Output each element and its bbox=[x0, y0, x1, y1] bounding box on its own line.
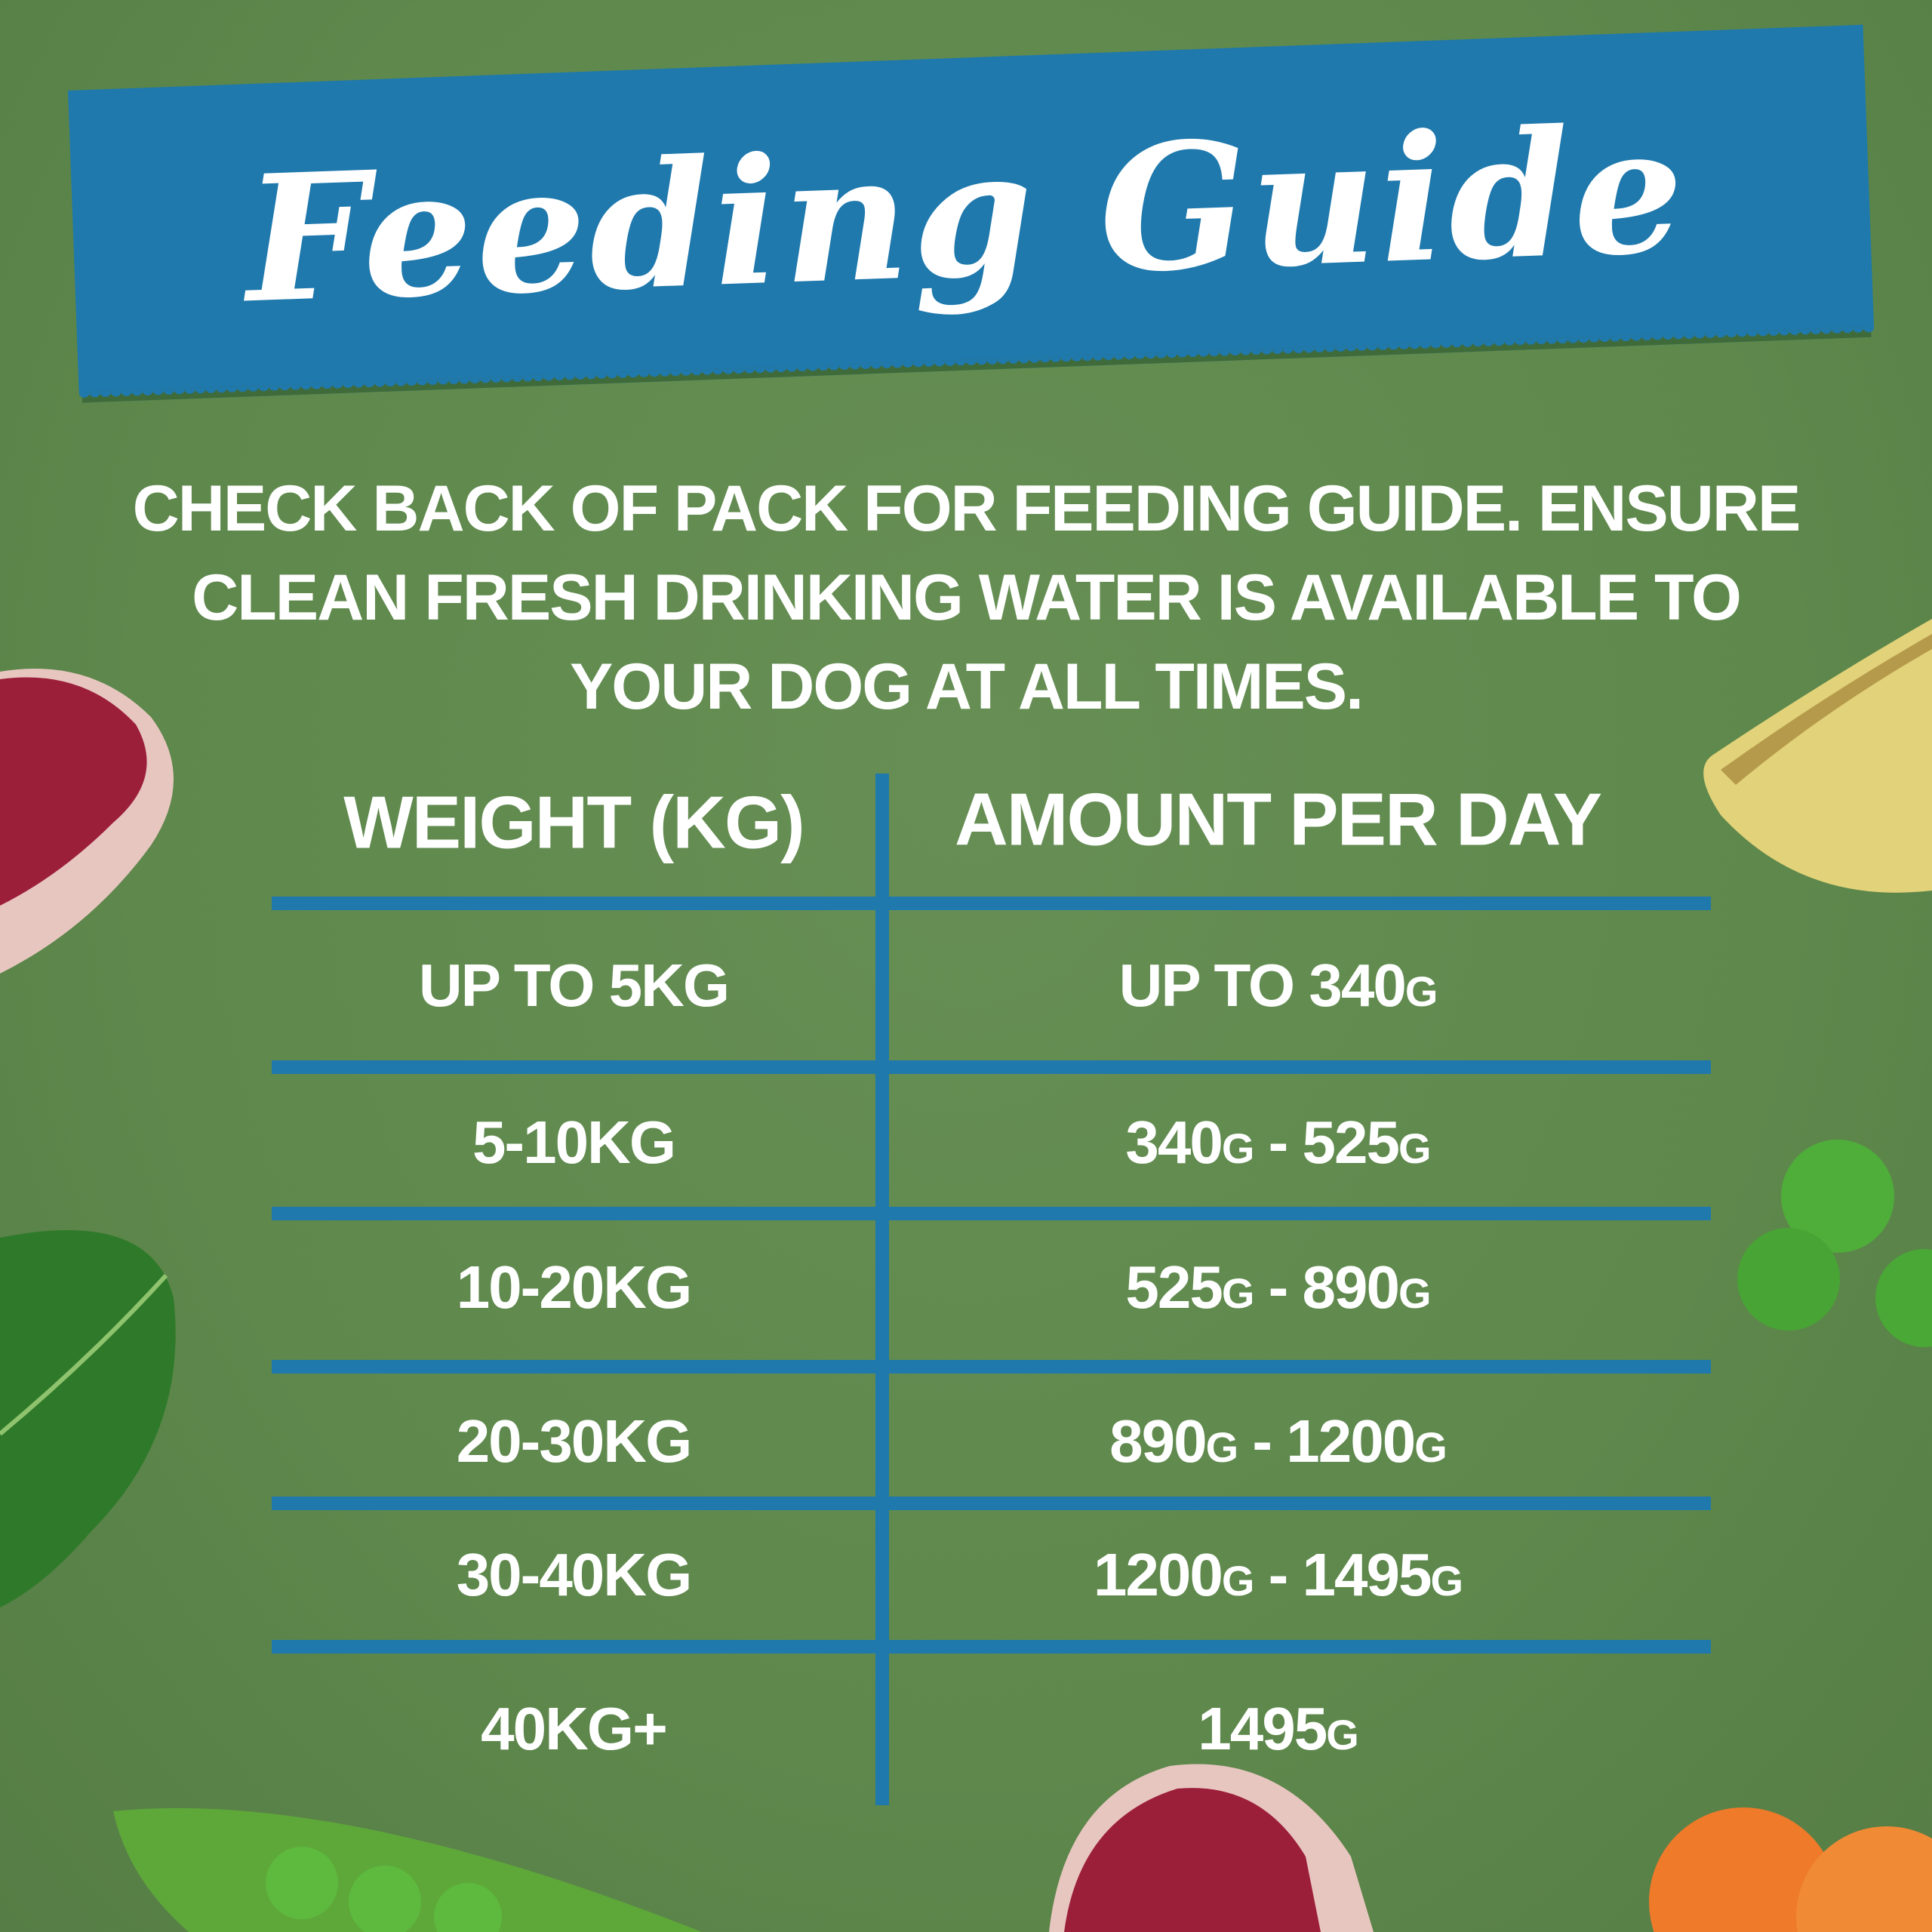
row-divider bbox=[272, 897, 1711, 910]
intro-line: YOUR DOG AT ALL TIMES. bbox=[569, 651, 1364, 723]
spinach-leaf-icon bbox=[0, 1230, 176, 1607]
peas-icon bbox=[1737, 1140, 1932, 1347]
row-amount: 340g - 525g bbox=[1125, 1109, 1431, 1176]
row-weight: 30-40KG bbox=[456, 1541, 693, 1608]
row-divider bbox=[272, 1360, 1711, 1374]
duck-meat-icon bbox=[0, 669, 174, 974]
row-amount: 525g - 890g bbox=[1125, 1254, 1431, 1321]
intro-line: CLEAN FRESH DRINKING WATER IS AVAILABLE … bbox=[192, 561, 1742, 634]
row-amount: UP TO 340g bbox=[1118, 952, 1438, 1019]
header-weight: WEIGHT (KG) bbox=[343, 780, 804, 864]
row-weight: 10-20KG bbox=[456, 1254, 693, 1321]
row-weight: UP TO 5KG bbox=[418, 952, 730, 1019]
potato-icon bbox=[1703, 619, 1932, 893]
row-amount: 890g - 1200g bbox=[1109, 1407, 1447, 1475]
intro-text: CHECK BACK OF PACK FOR FEEDING GUIDE. EN… bbox=[75, 464, 1857, 731]
row-divider bbox=[272, 1207, 1711, 1220]
row-amount: 1200g - 1495g bbox=[1093, 1541, 1463, 1608]
intro-line: CHECK BACK OF PACK FOR FEEDING GUIDE. EN… bbox=[132, 472, 1801, 545]
row-divider bbox=[272, 1060, 1711, 1074]
duck-meat-icon bbox=[1049, 1764, 1374, 1932]
pea-pod-icon bbox=[113, 1807, 702, 1932]
carrot-slices-icon bbox=[1649, 1807, 1932, 1932]
row-weight: 5-10KG bbox=[472, 1109, 676, 1176]
column-divider bbox=[875, 774, 889, 1805]
header-amount: AMOUNT PER DAY bbox=[955, 777, 1602, 861]
row-weight: 20-30KG bbox=[456, 1407, 693, 1475]
row-weight: 40KG+ bbox=[481, 1695, 668, 1762]
row-amount: 1495g bbox=[1198, 1695, 1359, 1762]
row-divider bbox=[272, 1497, 1711, 1510]
row-divider bbox=[272, 1640, 1711, 1654]
